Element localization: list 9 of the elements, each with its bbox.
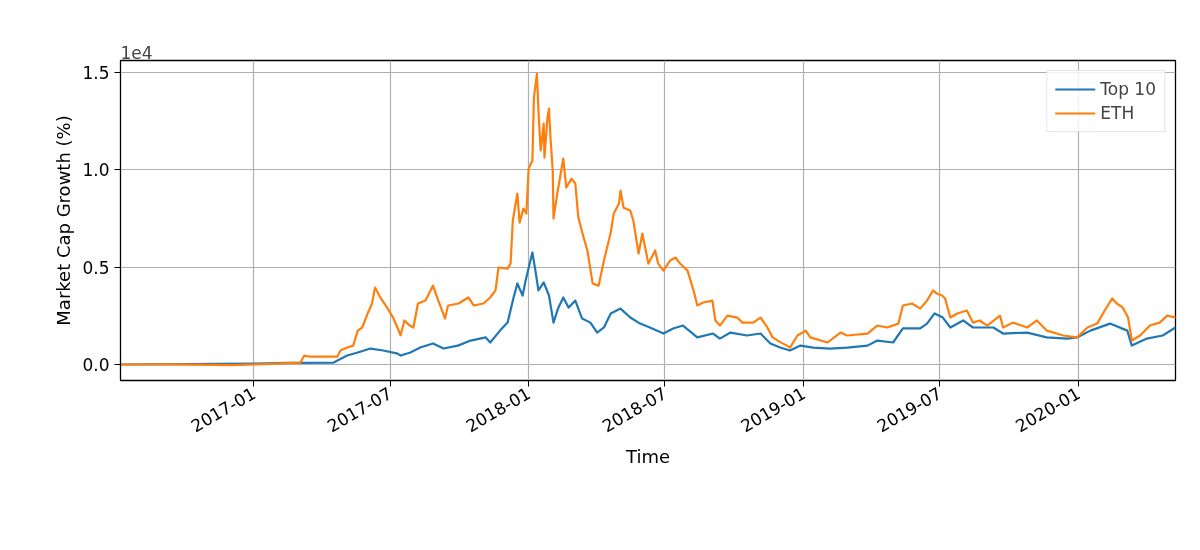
y-tick-label: 1.5 <box>82 62 110 83</box>
y-tick-label: 1.0 <box>82 160 110 181</box>
legend-label: ETH <box>1100 103 1135 123</box>
y-tick-label: 0.0 <box>82 355 110 376</box>
y-tick-label: 0.5 <box>82 257 110 278</box>
x-axis-title: Time <box>624 446 671 468</box>
legend-label: Top 10 <box>1100 79 1156 99</box>
y-axis-title: Market Cap Growth (%) <box>53 115 75 326</box>
annotation: 1e4 <box>120 42 153 63</box>
